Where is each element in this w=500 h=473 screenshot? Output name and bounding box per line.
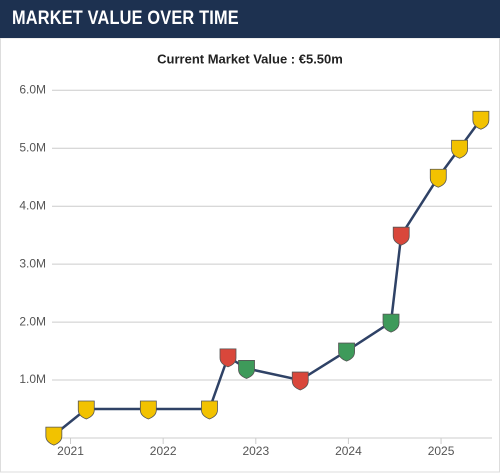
point-marker (219, 348, 237, 368)
y-tick-label: 3.0M (19, 256, 46, 270)
y-tick-label: 4.0M (19, 198, 46, 212)
chart-title: MARKET VALUE OVER TIME (12, 8, 239, 29)
point-marker (472, 110, 490, 130)
point-marker (451, 139, 468, 159)
point-marker (338, 342, 355, 362)
point-marker (291, 371, 309, 391)
y-tick-label: 5.0M (19, 140, 46, 154)
line (53, 118, 482, 437)
x-tick-label: 2021 (57, 444, 84, 458)
point-marker (392, 226, 410, 246)
subtitle: Current Market Value : €5.50m (157, 51, 343, 66)
point-marker (429, 168, 447, 188)
point-marker (139, 400, 157, 420)
x-tick-label: 2024 (335, 444, 362, 458)
point-marker (382, 313, 400, 333)
point-marker (77, 400, 95, 420)
point-marker (45, 426, 63, 446)
chart: Current Market Value : €5.50m 1.0M 2.0M 3.… (0, 38, 500, 473)
y-tick-label: 1.0M (19, 372, 46, 386)
x-tick-label: 2022 (150, 444, 177, 458)
point-marker (238, 360, 255, 379)
y-tick-label: 6.0M (19, 82, 46, 96)
x-tick-label: 2025 (428, 444, 455, 458)
point-marker (201, 400, 218, 420)
header: MARKET VALUE OVER TIME (0, 0, 500, 38)
y-tick-label: 2.0M (19, 314, 46, 328)
x-tick-label: 2023 (242, 444, 269, 458)
frame (0, 38, 500, 473)
